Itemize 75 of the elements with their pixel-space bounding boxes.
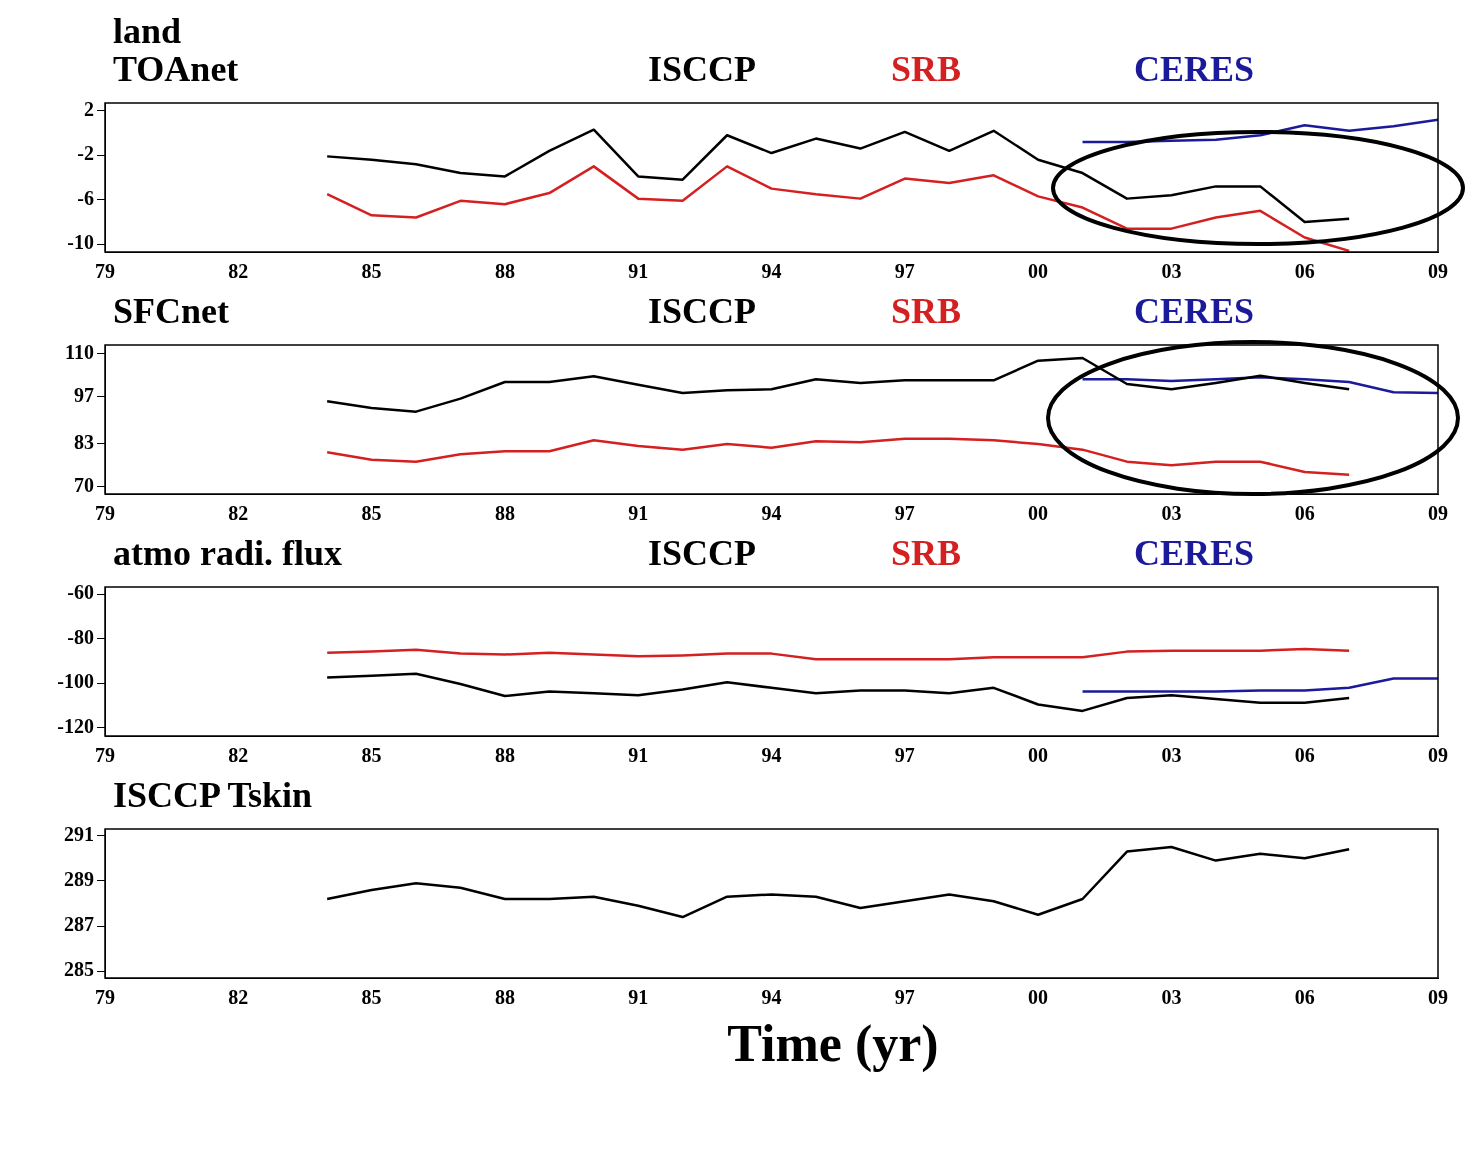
chart-title: SFCnet: [113, 291, 229, 331]
series-label: CERES: [1134, 291, 1255, 331]
y-tick-label: 289: [64, 868, 94, 891]
y-tick-label: -10: [67, 231, 94, 254]
x-tick-label: 94: [761, 502, 782, 525]
y-tick-label: 110: [65, 340, 94, 363]
x-tick-label: 03: [1161, 260, 1182, 283]
y-tick-label: -80: [67, 625, 94, 648]
x-tick-label: 00: [1028, 260, 1049, 283]
y-tick-label: 83: [74, 430, 94, 453]
text: CERES: [1134, 533, 1255, 573]
chart-title: ISCCP Tskin: [113, 775, 313, 815]
text: SRB: [891, 291, 962, 331]
y-tick-label: 2: [84, 97, 94, 120]
x-tick-label: 85: [361, 260, 382, 283]
x-tick-label: 97: [894, 260, 915, 283]
x-tick-label: 00: [1028, 744, 1049, 767]
x-tick-label: 97: [894, 502, 915, 525]
series-label: ISCCP: [648, 291, 757, 331]
x-tick-label: 91: [628, 744, 649, 767]
x-tick-label: 79: [95, 986, 115, 1009]
x-tick-label: 06: [1294, 744, 1315, 767]
y-tick-label: -60: [67, 581, 94, 604]
x-tick-label: 88: [494, 502, 515, 525]
text: SRB: [891, 533, 962, 573]
x-tick-label: 97: [894, 744, 915, 767]
x-tick-label: 03: [1161, 502, 1182, 525]
x-tick-label: 94: [761, 986, 782, 1009]
y-tick-label: 97: [74, 383, 94, 406]
x-tick-label: 88: [494, 744, 515, 767]
x-tick-label: 79: [95, 502, 115, 525]
x-tick-label: 85: [361, 744, 382, 767]
x-tick-label: 03: [1161, 744, 1182, 767]
x-tick-label: 94: [761, 260, 782, 283]
x-tick-label: 79: [95, 744, 115, 767]
x-tick-label: 00: [1028, 986, 1049, 1009]
chart-subtitle: TOAnet: [113, 49, 239, 89]
y-tick-label: -100: [57, 670, 94, 693]
x-axis-title: Time (yr): [726, 1014, 940, 1073]
x-tick-label: 06: [1294, 986, 1315, 1009]
x-tick-label: 82: [228, 502, 249, 525]
y-tick-label: -6: [77, 186, 94, 209]
y-tick-label: 70: [74, 473, 94, 496]
x-tick-label: 03: [1161, 986, 1182, 1009]
y-tick-label: 285: [64, 958, 94, 981]
x-tick-label: 09: [1428, 744, 1448, 767]
x-tick-label: 88: [494, 260, 515, 283]
x-tick-label: 09: [1428, 986, 1448, 1009]
chart-title: atmo radi. flux: [113, 533, 342, 573]
x-tick-label: 79: [95, 260, 115, 283]
y-tick-label: -120: [57, 714, 94, 737]
x-tick-label: 88: [494, 986, 515, 1009]
y-tick-label: 287: [64, 913, 94, 936]
y-tick-label: -2: [77, 142, 94, 165]
text: SRB: [891, 49, 962, 89]
chart-title: land: [113, 11, 182, 51]
text: ISCCP: [648, 533, 757, 573]
series-label: ISCCP: [648, 49, 757, 89]
x-tick-label: 00: [1028, 502, 1049, 525]
x-tick-label: 82: [228, 986, 249, 1009]
x-tick-label: 06: [1294, 260, 1315, 283]
x-tick-label: 82: [228, 744, 249, 767]
x-tick-label: 91: [628, 502, 649, 525]
x-tick-label: 91: [628, 260, 649, 283]
x-tick-label: 09: [1428, 260, 1448, 283]
x-tick-label: 85: [361, 502, 382, 525]
x-tick-label: 09: [1428, 502, 1448, 525]
x-tick-label: 94: [761, 744, 782, 767]
x-tick-label: 97: [894, 986, 915, 1009]
x-tick-label: 82: [228, 260, 249, 283]
x-tick-label: 91: [628, 986, 649, 1009]
x-tick-label: 06: [1294, 502, 1315, 525]
series-label: CERES: [1134, 49, 1255, 89]
x-tick-label: 85: [361, 986, 382, 1009]
y-tick-label: 291: [64, 822, 94, 845]
